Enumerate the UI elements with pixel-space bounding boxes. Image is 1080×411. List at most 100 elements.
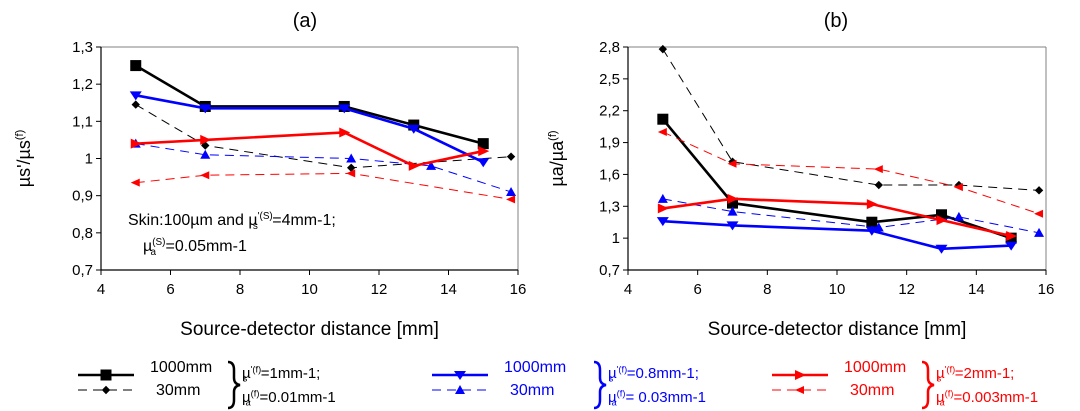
data-point [130,138,142,149]
legend-param-2-text: µ(f) a =0.003mm-1 [936,388,1038,407]
data-point [346,153,357,163]
legend-param-1-sup: '(f) [945,364,956,374]
legend-param-2-sub: a [939,398,945,408]
series-2-dashed [130,169,516,204]
data-point [408,160,420,171]
legend-param-1: µ'(f) s =0.8mm-1; [608,364,699,383]
x-tick-label: 14 [968,281,985,298]
x-tick-label: 14 [440,281,457,298]
data-point [200,134,212,145]
series-1-solid [656,217,1018,254]
annotation-line-1-pre: Skin:100µm and µ [128,212,258,229]
x-tick-label: 4 [624,281,632,298]
legend-param-1-text: µ'(f) s =0.8mm-1; [608,364,699,383]
panel-label: (b) [824,10,848,32]
data-point [657,127,667,136]
data-point [726,221,739,231]
legend-brace [593,360,607,410]
annotation: Skin:100µm and µ'(S) s =4mm-1; µ(S) a =0.05mm… [128,211,336,258]
data-point [1005,241,1018,251]
x-tick-label: 10 [829,281,846,298]
y-tick-label: 1,6 [599,166,620,183]
y-tick-label: 1,9 [599,135,620,152]
data-point [506,152,516,161]
data-point [866,199,878,210]
legend-param-2-sub: a [245,398,251,408]
panel-b: (b) 0,7 1 1,3 1,6 1,9 2,2 2,5 2,8 4 6 8 10 12 14 16 Sour… [547,10,1054,340]
legend-label-dashed: 30mm [850,382,894,399]
data-point [130,60,142,72]
legend-param-2-post: =0.01mm-1 [259,389,335,406]
data-point [727,197,738,209]
legend-param-1-pre: µ [608,365,617,382]
annotation-line-1-post: =4mm-1; [272,212,336,229]
legend-param-1-text: µ'(f) s =1mm-1; [242,364,320,383]
data-point [873,165,883,174]
data-point [658,44,668,54]
x-tick-label: 6 [693,281,701,298]
legend-marker-dashed [795,386,804,394]
data-point [657,113,669,125]
panel-a: (a) 0,7 0,8 0,9 1 1,1 1,2 1,3 4 6 8 10 12 14 16 Source-… [14,10,526,340]
legend-param-1: µ'(f) s =2mm-1; [936,364,1014,383]
series-2-solid [130,127,490,171]
y-tick-label: 2,5 [599,71,620,88]
annotation-line-2-sub: a [151,247,157,258]
legend-marker-solid [454,371,466,380]
legend-param-2-sub: a [611,398,617,408]
y-axis-label-main: µs'/µs [14,140,34,187]
legend-marker-dashed [455,385,465,394]
legend-param-1-sup: '(f) [617,364,628,374]
series-0-dashed [658,44,1044,195]
legend-param-1-sub: s [609,374,614,384]
data-point [727,193,739,204]
x-axis-label: Source-detector distance [mm] [708,319,967,340]
data-point [727,206,738,216]
annotation-line-2: µ(S) a =0.05mm-1 [143,237,247,258]
annotation-line-2-post: =0.05mm-1 [165,238,246,255]
data-point [339,127,351,138]
y-tick-label: 1,2 [72,76,93,93]
data-point [129,91,142,101]
legend-brace [921,360,935,410]
legend-param-1-sup: '(f) [251,364,262,374]
x-axis-label: Source-detector distance [mm] [180,319,439,340]
data-point [1034,186,1044,195]
series-2-solid [657,193,1018,242]
x-tick-label: 8 [763,281,771,298]
data-point [935,244,948,254]
annotation-line-1-text: Skin:100µm and µ'(S) s =4mm-1; [128,211,336,232]
series-1-dashed [657,193,1045,237]
data-point [936,215,948,226]
legend-param-2-post: =0.003mm-1 [953,389,1038,406]
y-axis-label-sup: (f) [14,130,26,140]
data-point [953,183,963,192]
y-tick-label: 1,1 [72,113,93,130]
x-tick-label: 12 [898,281,915,298]
legend-param-1-text: µ'(f) s =2mm-1; [936,364,1014,383]
legend-marker-solid [795,370,806,380]
x-tick-label: 12 [371,281,388,298]
y-axis-label-main: µa/µa [547,140,567,187]
data-point [200,149,211,159]
legend-param-1-sub: s [937,374,942,384]
x-tick-label: 16 [510,281,527,298]
legend-param-2-pre: µ [608,389,617,406]
legend-param-1-post: =1mm-1; [261,365,321,382]
x-tick-label: 4 [97,281,105,298]
data-point [657,193,668,203]
x-tick-label: 8 [236,281,244,298]
data-point [426,160,437,170]
data-point [407,124,420,134]
data-point [131,100,140,109]
data-point [506,186,517,196]
data-point [338,104,351,114]
data-point [506,195,516,204]
series-line [135,172,512,200]
y-axis-label: µa/µa(f) [547,130,567,186]
x-tick-label: 6 [166,281,174,298]
legend-param-2: µ(f) a =0.01mm-1 [242,388,336,407]
data-point [200,171,210,180]
